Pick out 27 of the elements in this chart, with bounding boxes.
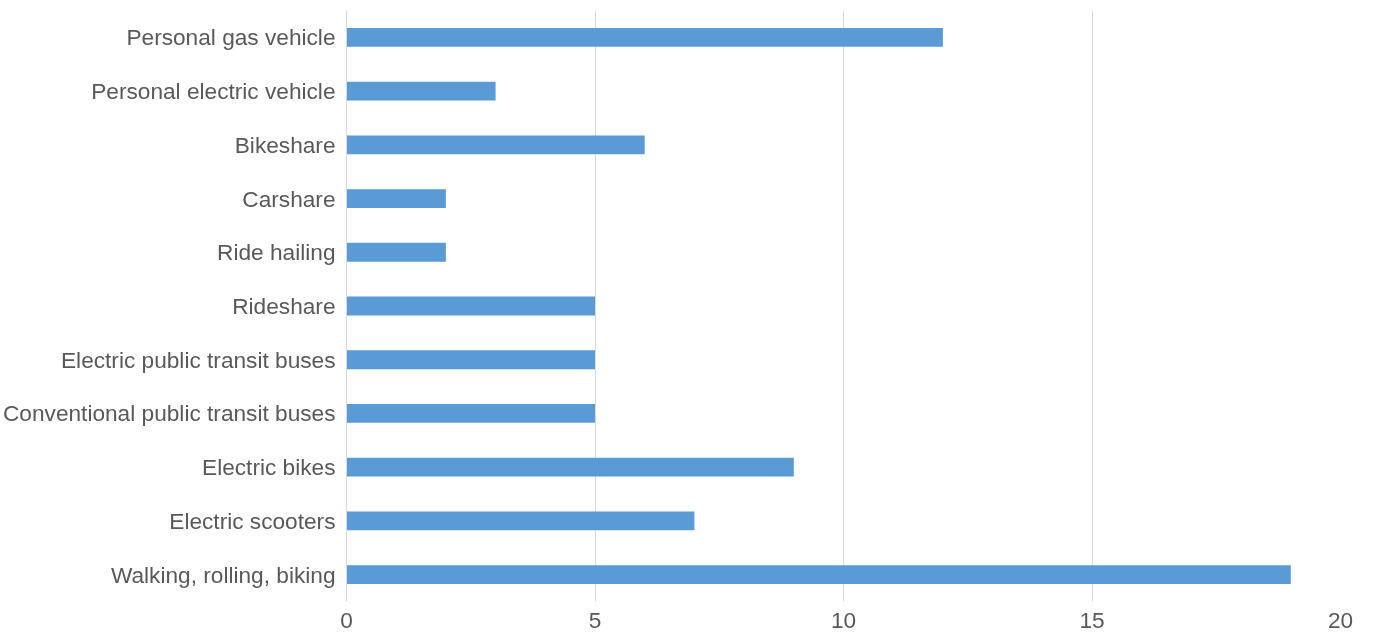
bar	[346, 404, 595, 423]
y-tick-label: Walking, rolling, biking	[110, 561, 336, 588]
bar	[346, 242, 446, 262]
y-tick-label: Rideshare	[232, 293, 336, 319]
bar	[346, 296, 595, 316]
x-tick-label: 15	[1079, 606, 1105, 633]
bar	[346, 350, 595, 370]
bar	[346, 135, 645, 155]
x-tick-label: 0	[340, 606, 353, 633]
y-tick-label: Electric bikes	[202, 454, 336, 481]
bar	[346, 565, 1291, 585]
x-tick-label: 20	[1327, 606, 1354, 633]
x-tick-label: 5	[588, 606, 602, 633]
bar	[346, 27, 943, 47]
bar	[346, 511, 695, 531]
bar	[346, 457, 794, 477]
bar	[346, 189, 446, 208]
y-tick-label: Personal gas vehicle	[126, 24, 336, 51]
y-tick-label: Electric scooters	[169, 507, 336, 534]
x-tick-label: 10	[830, 606, 857, 633]
y-tick-label: Ride hailing	[217, 239, 336, 266]
bar	[346, 81, 496, 101]
y-tick-label: Conventional public transit buses	[3, 400, 336, 427]
y-tick-label: Electric public transit buses	[60, 346, 336, 373]
y-tick-label: Carshare	[242, 185, 336, 212]
y-tick-label: Bikeshare	[234, 131, 336, 158]
y-tick-label: Personal electric vehicle	[91, 78, 336, 105]
